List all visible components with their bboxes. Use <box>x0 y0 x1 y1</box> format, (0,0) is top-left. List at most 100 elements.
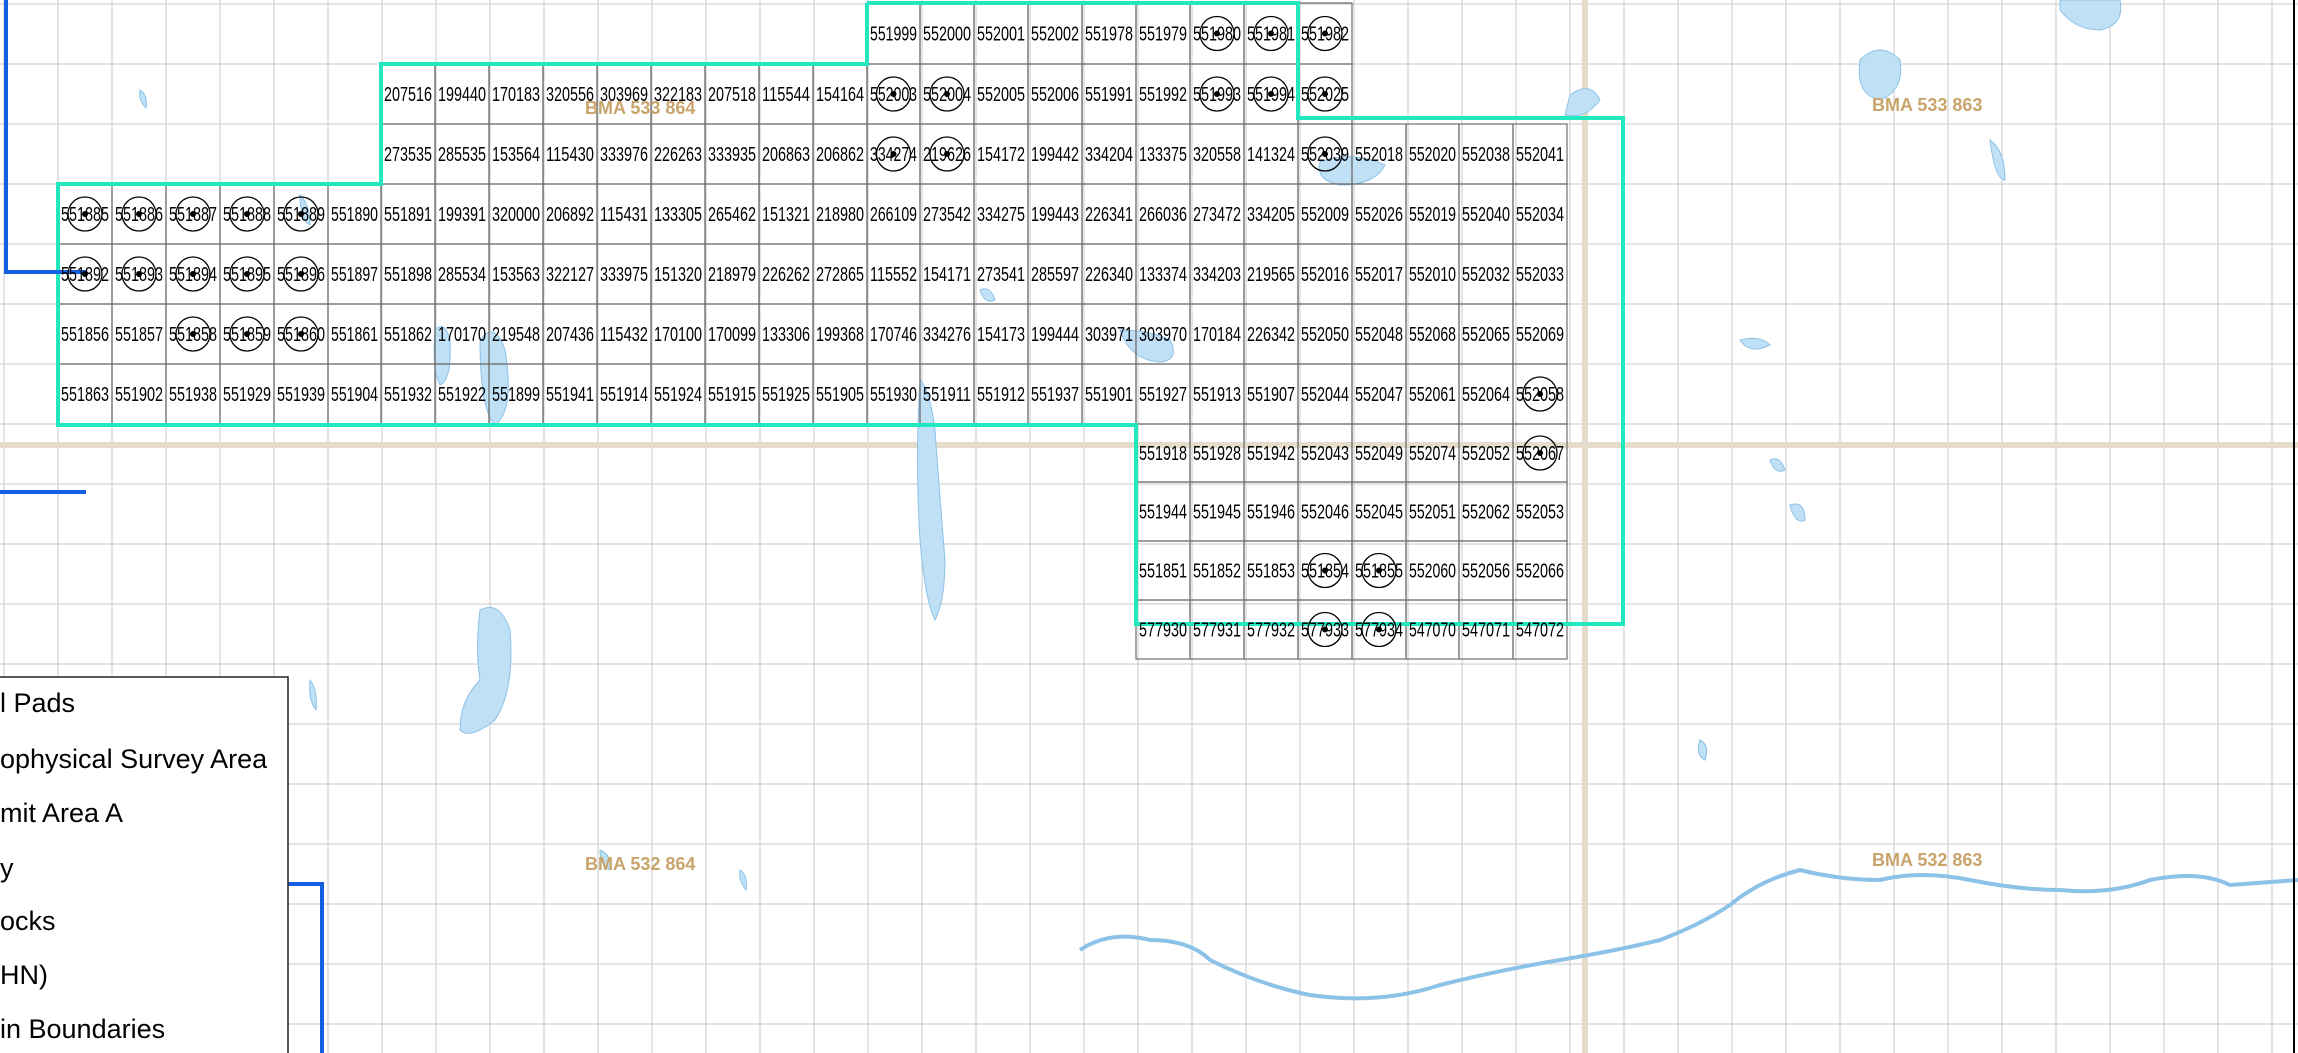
lake <box>459 607 512 734</box>
pad-markers <box>67 15 1558 648</box>
pad-circle-icon <box>283 196 319 232</box>
block-label: 551895 <box>223 264 271 286</box>
block-label: 551918 <box>1139 443 1187 465</box>
block-label: 552017 <box>1355 264 1403 286</box>
block-label: 552058 <box>1516 384 1564 406</box>
pad-circle-icon <box>875 136 912 172</box>
block-label: 551891 <box>384 204 432 226</box>
block-label: 551927 <box>1139 384 1187 406</box>
block-label: 266036 <box>1139 204 1187 226</box>
block-label: 151321 <box>762 204 810 226</box>
block-label: 154173 <box>977 324 1025 346</box>
block-label: 285534 <box>438 264 486 286</box>
pad-circle-icon <box>175 256 211 292</box>
lake <box>1789 503 1806 522</box>
block-label: 552018 <box>1355 144 1403 166</box>
legend-item: in Boundaries <box>0 1014 165 1044</box>
river <box>1078 867 2298 1001</box>
block-label: 551888 <box>223 204 271 226</box>
block-label: 551913 <box>1193 384 1241 406</box>
block-label: 285597 <box>1031 264 1079 286</box>
pad-dot-icon <box>190 211 196 217</box>
pad-dot-icon <box>298 331 304 337</box>
block-label: 552060 <box>1409 561 1456 583</box>
block-label: 170099 <box>708 324 756 346</box>
pad-dot-icon <box>298 271 304 277</box>
pad-dot-icon <box>890 151 897 157</box>
pad-circle-icon <box>929 136 965 172</box>
pad-circle-icon <box>229 316 265 352</box>
lake <box>299 193 311 226</box>
block-label: 170170 <box>438 324 486 346</box>
block-label: 552056 <box>1462 561 1510 583</box>
block-label: 322127 <box>546 264 594 286</box>
legend-item: mit Area A <box>0 798 123 828</box>
pad-dot-icon <box>190 271 196 277</box>
block-label: 334274 <box>870 144 917 166</box>
lake <box>479 331 509 426</box>
lake <box>1858 49 1902 101</box>
block-label: 115552 <box>870 264 917 286</box>
pad-dot-icon <box>1376 626 1382 633</box>
admin-boundary <box>286 882 324 1053</box>
admin-boundary <box>4 0 86 274</box>
block-label: 334275 <box>977 204 1025 226</box>
pad-circle-icon <box>1307 552 1343 589</box>
block-label: 552032 <box>1462 264 1510 286</box>
pad-circle-icon <box>1307 15 1343 52</box>
pad-circle-icon <box>175 196 211 232</box>
block-label: 266109 <box>870 204 917 226</box>
block-label: 551898 <box>384 264 432 286</box>
lake <box>979 288 996 302</box>
block-label: 115544 <box>762 84 810 106</box>
pad-dot-icon <box>1537 391 1543 397</box>
pad-dot-icon <box>244 211 250 217</box>
block-label: 552026 <box>1355 204 1403 226</box>
block-label: 552002 <box>1031 24 1079 46</box>
pad-dot-icon <box>136 271 142 277</box>
block-label: 577934 <box>1355 620 1403 642</box>
lake <box>1769 458 1786 472</box>
block-label: 552004 <box>923 84 971 106</box>
block-label: 551861 <box>331 324 378 346</box>
pad-circle-icon <box>67 196 103 232</box>
block-label: 552025 <box>1301 84 1349 106</box>
block-label: 303971 <box>1085 324 1133 346</box>
block-label: 151320 <box>654 264 702 286</box>
block-label: 552050 <box>1301 324 1349 346</box>
pad-circle-icon <box>1361 552 1397 589</box>
block-label: 551901 <box>1085 384 1133 406</box>
block-label: 226341 <box>1085 204 1133 226</box>
block-label: 273535 <box>384 144 432 166</box>
block-label: 226262 <box>762 264 810 286</box>
block-label: 552001 <box>977 24 1025 46</box>
lake <box>309 678 317 712</box>
block-label: 551929 <box>223 384 271 406</box>
block-label: 551942 <box>1247 443 1295 465</box>
block-label: 552020 <box>1409 144 1456 166</box>
bma-label-532-863: BMA 532 863 <box>1872 850 1982 870</box>
block-label: 551914 <box>600 384 648 406</box>
block-label: 551939 <box>277 384 325 406</box>
pad-circle-icon <box>175 316 211 352</box>
road-horizontal <box>0 442 2298 448</box>
block-label: 206862 <box>816 144 864 166</box>
block-label: 199440 <box>438 84 486 106</box>
pad-circle-icon <box>1253 15 1289 52</box>
pad-circle-icon <box>1307 611 1343 648</box>
block-label: 552044 <box>1301 384 1349 406</box>
block-label: 551852 <box>1193 561 1241 583</box>
block-label: 207436 <box>546 324 594 346</box>
block-label: 551855 <box>1355 561 1403 583</box>
block-label: 552003 <box>870 84 917 106</box>
block-label: 551979 <box>1139 24 1187 46</box>
pad-circle-icon <box>283 316 319 352</box>
lake <box>739 869 747 892</box>
block-label: 272865 <box>816 264 864 286</box>
block-label: 552061 <box>1409 384 1456 406</box>
block-label: 273472 <box>1193 204 1241 226</box>
lake <box>917 378 946 622</box>
pad-circle-icon <box>1307 136 1343 172</box>
